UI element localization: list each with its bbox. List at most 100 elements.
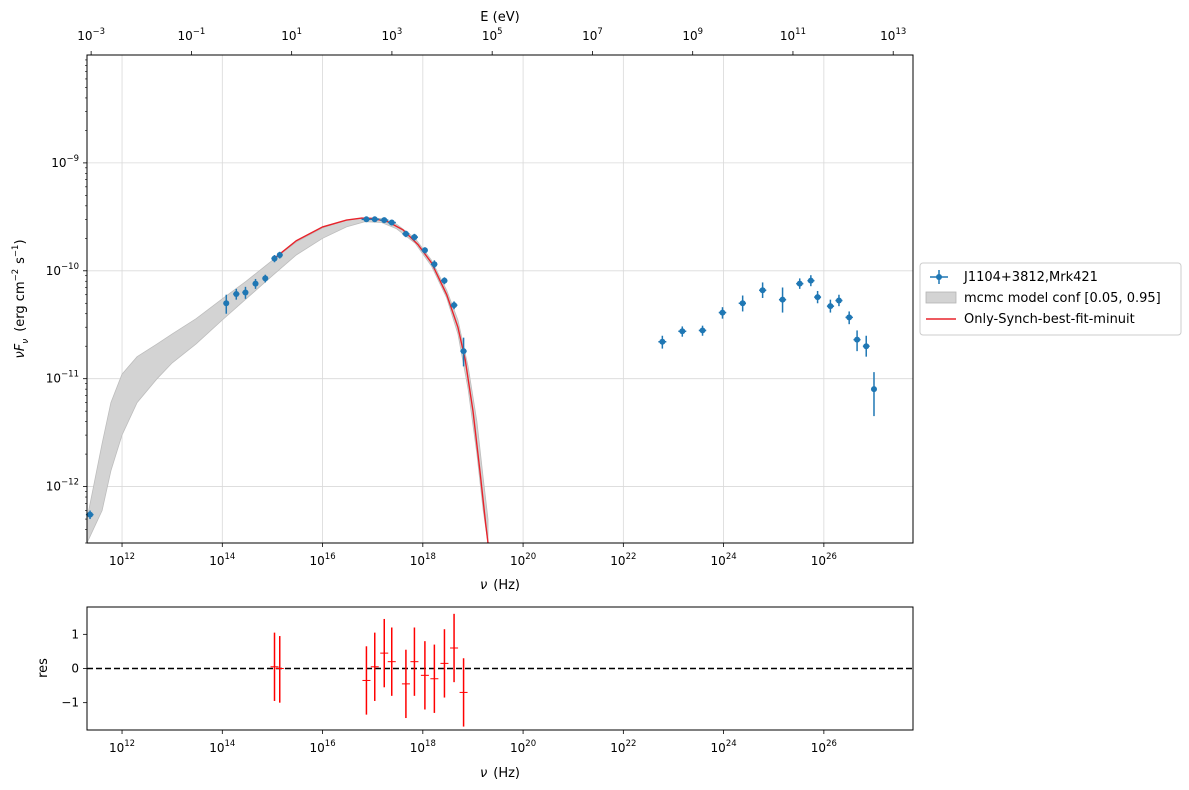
legend-label-band: mcmc model conf [0.05, 0.95] (964, 291, 1161, 306)
data-point (410, 233, 418, 241)
top-tick-label: 10−1 (177, 27, 205, 43)
x-tick-label: 1016 (310, 552, 336, 568)
top-x-axis-label: E (eV) (480, 10, 519, 25)
sed-main-panel: 1012 1014 1016 1018 1020 1022 1024 1026 10−1210… (11, 10, 914, 593)
data-point (718, 307, 727, 319)
res-x-tick-label: 1026 (811, 739, 837, 755)
legend-box (919, 262, 1182, 336)
res-y-tick-label: −1 (61, 696, 79, 710)
x-tick-label: 1012 (109, 552, 135, 568)
data-point (460, 337, 467, 367)
data-point (778, 287, 787, 313)
legend-entry-data: J1104+3812,Mrk421 (930, 270, 1098, 285)
residuals-panel: 1012 1014 1016 1018 1020 1022 1024 1026 1 0 −1 ν(… (36, 606, 914, 781)
data-point (262, 274, 269, 283)
res-x-tick-label: 1022 (610, 739, 636, 755)
legend-label-data: J1104+3812,Mrk421 (963, 270, 1098, 285)
data-point (698, 325, 707, 336)
data-point (814, 290, 822, 304)
x-tick-label: 1026 (811, 552, 837, 568)
y-tick-label: 10−11 (46, 370, 79, 386)
main-x-axis-label: ν (Hz) (480, 578, 520, 593)
x-tick-label: 1020 (510, 552, 536, 568)
residual-point (270, 632, 279, 701)
data-point (450, 301, 458, 310)
data-point (759, 282, 767, 298)
mcmc-confidence-band (87, 217, 489, 543)
residual-y-ticks: 1 0 −1 (61, 627, 87, 710)
data-point (738, 295, 747, 312)
res-x-tick-label: 1018 (410, 739, 436, 755)
residual-x-axis-label: ν (Hz) (480, 766, 520, 781)
top-tick-label: 10−3 (77, 27, 105, 43)
residual-point (430, 644, 439, 713)
res-x-tick-label: 1024 (711, 739, 737, 755)
best-fit-curve (275, 217, 489, 543)
main-y-axis-label: νFν(erg cm−2s−1) (11, 239, 31, 358)
best-fit-line (275, 217, 489, 543)
mcmc-band-area (87, 217, 489, 543)
data-point (223, 294, 230, 314)
residual-point (459, 658, 468, 727)
main-y-ticks: 10−12 10−11 10−10 10−9 (46, 59, 87, 544)
residual-points (270, 613, 468, 727)
top-tick-label: 1013 (880, 27, 906, 43)
legend-entry-line: Only-Synch-best-fit-minuit (926, 312, 1135, 327)
legend-label-line: Only-Synch-best-fit-minuit (964, 312, 1135, 327)
top-tick-label: 1011 (780, 27, 806, 43)
residual-point (370, 632, 379, 701)
y-tick-label: 10−12 (46, 478, 79, 494)
legend-entry-band: mcmc model conf [0.05, 0.95] (925, 291, 1161, 306)
data-point (862, 335, 870, 357)
data-point (380, 217, 389, 224)
residual-point (380, 618, 389, 688)
data-point (658, 335, 667, 349)
data-point (835, 294, 843, 307)
res-y-tick-label: 1 (71, 627, 79, 641)
y-tick-label: 10−9 (51, 154, 79, 170)
residual-point (410, 627, 419, 696)
res-x-tick-label: 1020 (510, 739, 536, 755)
data-point (845, 311, 853, 325)
residual-point (420, 641, 429, 710)
top-tick-label: 105 (482, 27, 503, 43)
data-point (252, 278, 259, 289)
x-tick-label: 1018 (410, 552, 436, 568)
data-point (370, 216, 380, 223)
residual-y-axis-label: res (36, 658, 51, 678)
data-point (233, 288, 240, 300)
top-tick-label: 109 (682, 27, 703, 43)
residual-point (401, 649, 410, 719)
data-point (402, 230, 410, 238)
top-tick-label: 107 (582, 27, 603, 43)
x-tick-label: 1022 (610, 552, 636, 568)
data-points (85, 216, 877, 520)
data-point (242, 286, 249, 299)
main-plot-frame (86, 54, 914, 544)
data-point (826, 299, 835, 313)
res-x-tick-label: 1016 (310, 739, 336, 755)
top-tick-label: 101 (281, 27, 302, 43)
data-point (361, 216, 371, 223)
res-x-tick-label: 1012 (109, 739, 135, 755)
main-plot-area (87, 55, 913, 543)
residual-point (275, 636, 284, 703)
data-point (276, 251, 283, 259)
residual-point (387, 627, 396, 696)
data-point (870, 372, 877, 417)
x-tick-label: 1014 (209, 552, 235, 568)
data-point (430, 260, 438, 269)
residual-x-ticks: 1012 1014 1016 1018 1020 1022 1024 1026 (109, 730, 837, 755)
data-point (796, 278, 804, 289)
data-point (807, 275, 815, 287)
data-point (387, 219, 396, 226)
residual-point (440, 629, 449, 698)
data-point (440, 277, 448, 285)
top-energy-ticks: 10−3 10−1 101 103 105 107 109 1011 1013 (77, 27, 906, 55)
res-y-tick-label: 0 (71, 662, 79, 676)
residual-point (362, 646, 371, 715)
res-x-tick-label: 1014 (209, 739, 235, 755)
top-tick-label: 103 (382, 27, 403, 43)
data-point (678, 326, 687, 337)
